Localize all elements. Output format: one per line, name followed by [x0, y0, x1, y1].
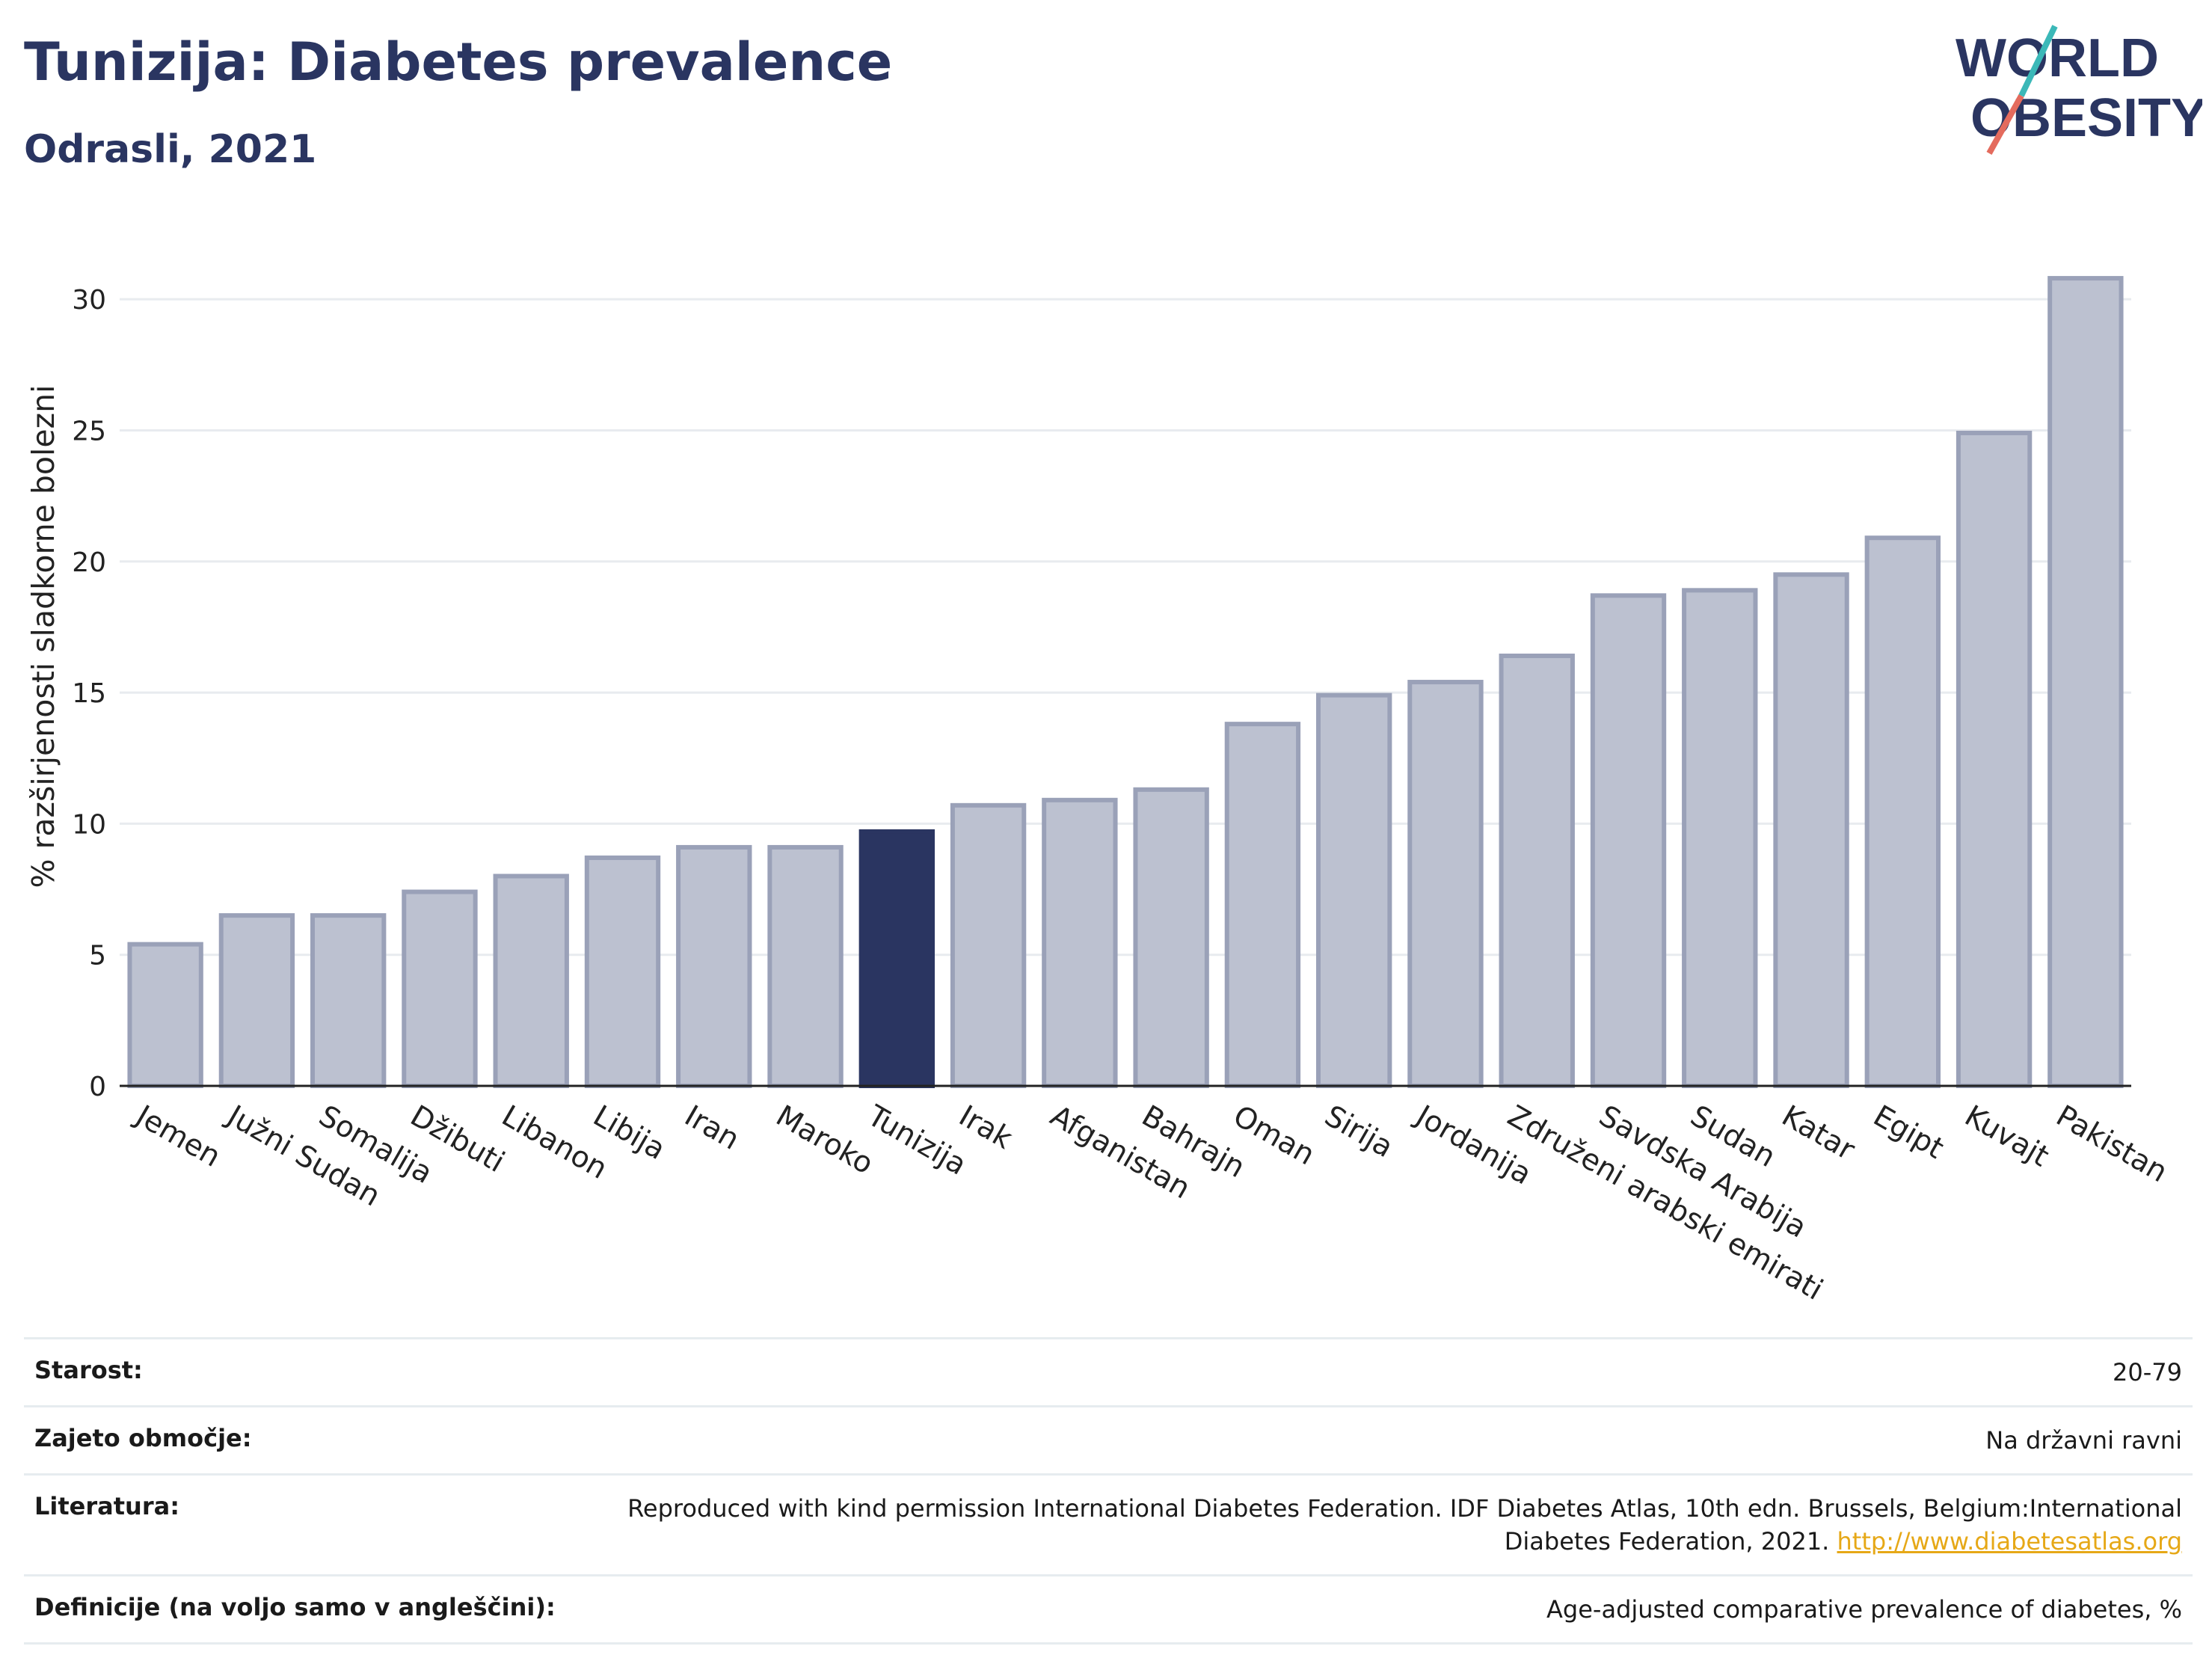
- x-tick-label: Maroko: [770, 1099, 879, 1182]
- meta-row-references: Literatura: Reproduced with kind permiss…: [24, 1473, 2193, 1574]
- bar-južni-sudan: [218, 913, 295, 1088]
- y-axis-ticks: 0 5 10 15 20 25 30: [72, 285, 106, 1102]
- bar-savdska-arabija: [1590, 593, 1667, 1088]
- meta-row-age: Starost: 20-79: [24, 1337, 2193, 1405]
- meta-row-coverage: Zajeto območje: Na državni ravni: [24, 1405, 2193, 1473]
- x-tick-label: Katar: [1776, 1099, 1861, 1167]
- bar-libija: [584, 855, 661, 1089]
- bar-združeni-arabski-emirati: [1499, 653, 1575, 1088]
- bar-jordanija: [1407, 680, 1484, 1088]
- y-tick-label: 0: [89, 1072, 106, 1102]
- bar-oman: [1224, 722, 1301, 1088]
- meta-value: 20-79: [2113, 1358, 2182, 1387]
- y-tick-label: 15: [72, 678, 106, 709]
- bar-iran: [676, 844, 752, 1089]
- y-tick-label: 5: [89, 941, 106, 971]
- y-tick-label: 10: [72, 809, 106, 840]
- meta-label: Starost:: [34, 1356, 143, 1384]
- bar-kuvajt: [1956, 430, 2033, 1088]
- logo-coral-slash: [1986, 94, 2024, 155]
- reference-text: Reproduced with kind permission Internat…: [627, 1494, 2182, 1556]
- bar-tunizija: [858, 829, 936, 1089]
- y-tick-label: 25: [72, 416, 106, 446]
- bar-pakistan: [2047, 276, 2124, 1089]
- world-obesity-logo: WORLD OBESITY: [1956, 25, 2202, 155]
- logo-teal-slash: [2018, 25, 2058, 97]
- bar-libanon: [493, 873, 569, 1088]
- x-tick-label: Tunizija: [861, 1099, 971, 1182]
- bar-bahrajn: [1133, 787, 1209, 1088]
- bars: [127, 276, 2124, 1089]
- bar-džibuti: [402, 889, 478, 1088]
- logo-word-1: WORLD: [1956, 28, 2159, 88]
- meta-label: Definicije (na voljo samo v angleščini):: [34, 1593, 556, 1621]
- bar-irak: [950, 802, 1027, 1089]
- meta-label: Literatura:: [34, 1492, 179, 1520]
- x-tick-label: Libanon: [496, 1099, 612, 1186]
- reference-link[interactable]: http://www.diabetesatlas.org: [1837, 1527, 2182, 1556]
- bar-jemen: [127, 942, 203, 1088]
- y-tick-label: 20: [72, 547, 106, 578]
- bar-maroko: [767, 844, 844, 1089]
- y-axis-label: % razširjenosti sladkorne bolezni: [25, 385, 61, 888]
- bar-afganistan: [1042, 797, 1118, 1088]
- x-tick-label: Egipt: [1867, 1099, 1949, 1166]
- bar-katar: [1773, 572, 1849, 1088]
- meta-value: Na državni ravni: [1985, 1426, 2182, 1455]
- bar-sirija: [1315, 693, 1392, 1088]
- meta-label: Zajeto območje:: [34, 1424, 252, 1452]
- meta-value: Age-adjusted comparative prevalence of d…: [1546, 1595, 2182, 1624]
- bar-sudan: [1682, 588, 1758, 1088]
- meta-value-references: Reproduced with kind permission Internat…: [612, 1492, 2182, 1558]
- meta-row-definitions: Definicije (na voljo samo v angleščini):…: [24, 1574, 2193, 1645]
- x-tick-label: Kuvajt: [1959, 1099, 2055, 1174]
- x-tick-label: Sirija: [1319, 1099, 1399, 1165]
- chart-title: Tunizija: Diabetes prevalence: [24, 31, 893, 93]
- metadata-table: Starost: 20-79 Zajeto območje: Na državn…: [24, 1337, 2193, 1645]
- x-tick-label: Pakistan: [2050, 1099, 2173, 1190]
- chart-subtitle: Odrasli, 2021: [24, 127, 317, 172]
- bar-egipt: [1864, 535, 1941, 1088]
- x-tick-label: Iran: [679, 1099, 745, 1157]
- x-tick-label: Jemen: [129, 1098, 227, 1174]
- y-tick-label: 30: [72, 285, 106, 316]
- bar-somalija: [310, 913, 387, 1088]
